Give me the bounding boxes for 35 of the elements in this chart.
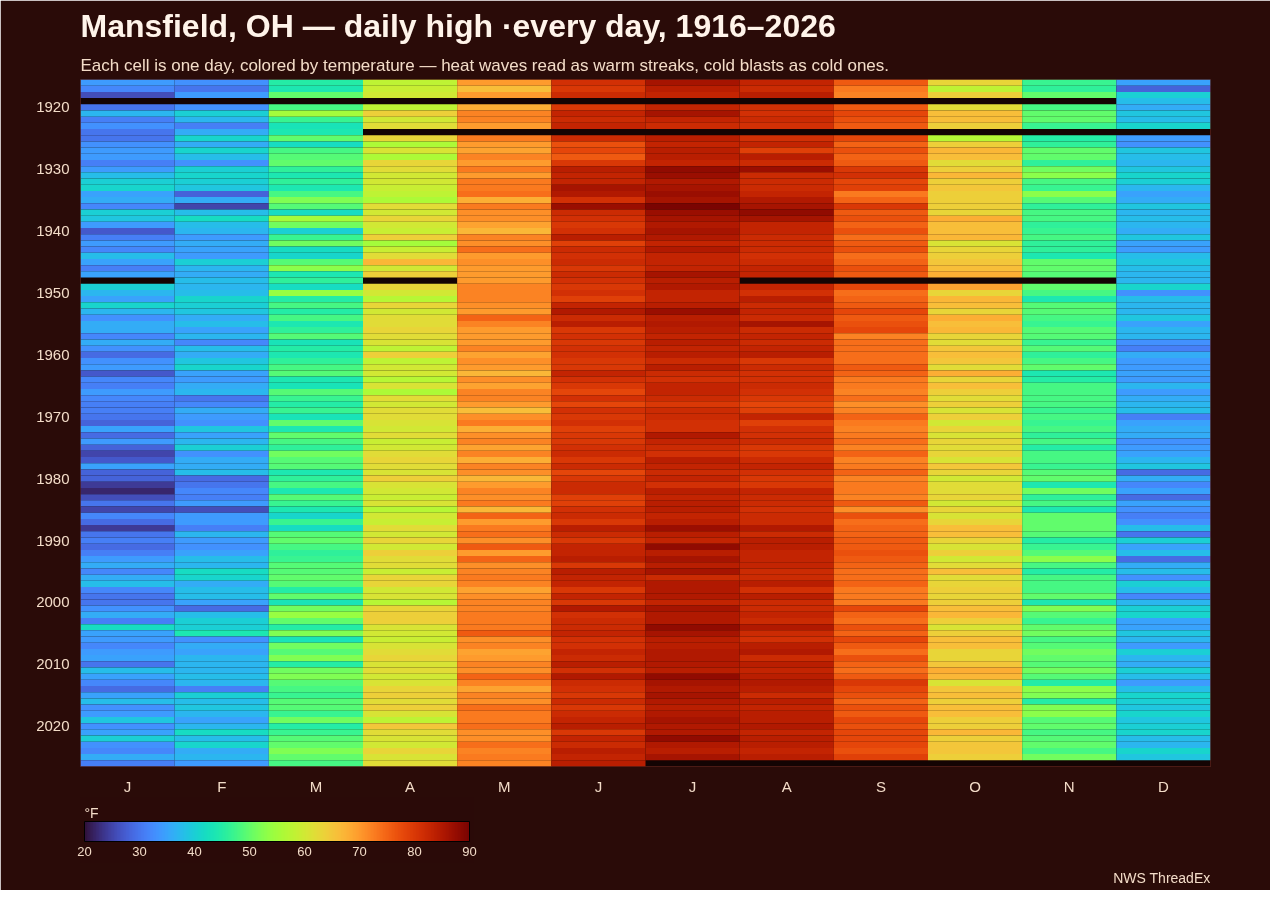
color-bar-label: 40 xyxy=(187,843,202,859)
color-bar-title: °F xyxy=(84,804,99,821)
y-tick-label: 1960 xyxy=(36,345,70,363)
y-tick-label: 1920 xyxy=(36,98,70,116)
x-tick-label: A xyxy=(405,777,416,795)
y-tick-label: 2010 xyxy=(36,655,70,673)
color-bar-label: 50 xyxy=(242,843,257,859)
y-tick-label: 2020 xyxy=(36,717,70,735)
color-bar-label: 60 xyxy=(297,843,312,859)
chart-subtitle: Each cell is one day, colored by temperature — heat waves read as warm streaks, cold blasts as cold ones. xyxy=(80,55,890,75)
x-tick-label: D xyxy=(1158,777,1169,795)
x-tick-label: M xyxy=(498,777,511,795)
x-tick-label: J xyxy=(123,777,132,795)
y-tick-label: 1950 xyxy=(36,284,70,302)
x-tick-label: J xyxy=(688,777,697,795)
y-tick-label: 2000 xyxy=(36,593,70,611)
y-tick-label: 1980 xyxy=(36,469,70,487)
y-tick-label: 1940 xyxy=(36,222,70,240)
color-bar-label: 70 xyxy=(352,843,367,859)
y-tick-label: 1990 xyxy=(36,531,70,549)
x-tick-label: N xyxy=(1063,777,1075,795)
text: NWS ThreadEx xyxy=(1113,869,1211,886)
y-tick-label: 1930 xyxy=(36,160,70,178)
x-tick-label: F xyxy=(217,777,227,795)
x-tick-label: J xyxy=(594,777,603,795)
x-tick-label: S xyxy=(875,777,886,795)
color-bar-label: 80 xyxy=(407,843,422,859)
x-tick-label: M xyxy=(309,777,323,795)
color-bar-label: 90 xyxy=(462,843,477,859)
x-tick-label: A xyxy=(781,777,792,795)
x-tick-label: O xyxy=(969,777,981,795)
chart-title: Mansfield, OH — daily high ·every day, 1916–2026 xyxy=(80,7,836,44)
color-bar-label: 20 xyxy=(77,843,92,859)
y-tick-label: 1970 xyxy=(36,407,70,425)
color-bar-label: 30 xyxy=(132,843,147,859)
